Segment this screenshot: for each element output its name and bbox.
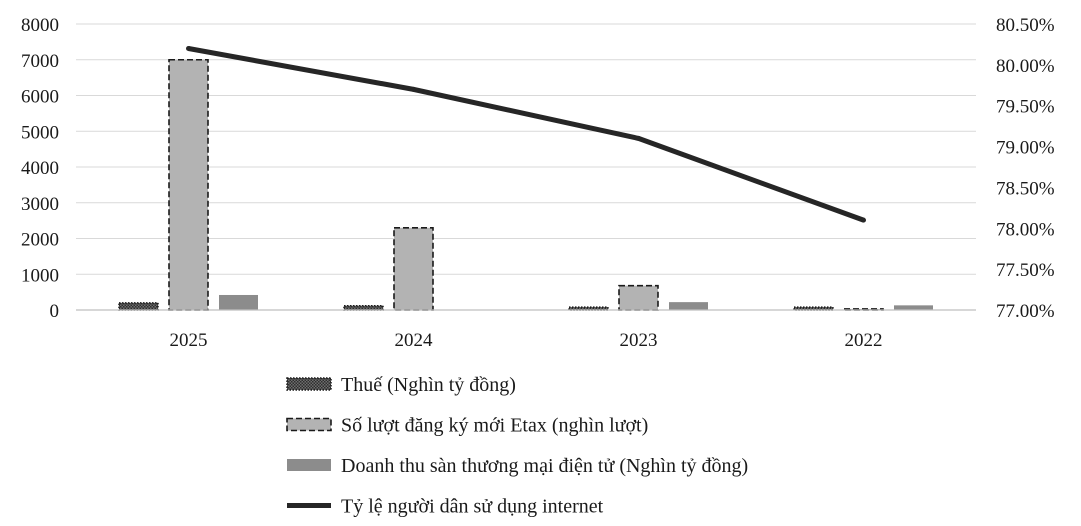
gridlines xyxy=(76,23,976,275)
right-tick-label: 80.50% xyxy=(996,15,1055,36)
legend-label: Thuế (Nghìn tỷ đồng) xyxy=(341,374,516,396)
legend-label: Tỷ lệ người dân sử dụng internet xyxy=(341,496,604,518)
internet-rate-polyline xyxy=(188,46,865,223)
category-label: 2022 xyxy=(845,330,883,351)
legend-label: Số lượt đăng ký mới Etax (nghìn lượt) xyxy=(341,415,648,437)
right-tick-label: 78.50% xyxy=(996,178,1055,199)
left-tick-label: 6000 xyxy=(21,87,59,108)
legend-label: Doanh thu sàn thương mại điện tử (Nghìn … xyxy=(341,455,748,477)
legend-swatch-dotted-dark xyxy=(286,377,332,391)
bar-dashed-light-2025 xyxy=(168,58,209,311)
legend-swatch-dashed-light xyxy=(286,417,332,432)
legend-swatch-solid-gray xyxy=(287,459,331,471)
category-label: 2025 xyxy=(170,330,208,351)
left-tick-label: 5000 xyxy=(21,122,59,143)
bars xyxy=(118,58,933,311)
left-tick-label: 3000 xyxy=(21,194,59,215)
right-axis: 77.00% 77.50% 78.00% 78.50% 79.00% 79.50% 80.0… xyxy=(996,15,1055,322)
bar-solid-gray-2022 xyxy=(894,305,933,310)
bar-solid-gray-2023 xyxy=(669,302,708,310)
bar-dotted-dark-2024 xyxy=(343,304,384,311)
left-tick-label: 2000 xyxy=(21,230,59,251)
left-tick-label: 1000 xyxy=(21,265,59,286)
legend: Thuế (Nghìn tỷ đồng) Số lượt đăng ký mới … xyxy=(286,374,748,518)
bar-solid-gray-2025 xyxy=(219,294,258,310)
line-point-2024 xyxy=(411,86,416,92)
bar-dashed-light-2024 xyxy=(393,226,434,311)
line-point-2023 xyxy=(636,135,641,141)
right-tick-label: 77.00% xyxy=(996,301,1055,322)
right-tick-label: 79.50% xyxy=(996,97,1055,118)
left-tick-label: 4000 xyxy=(21,158,59,179)
right-tick-label: 80.00% xyxy=(996,56,1055,77)
left-axis: 0 1000 2000 3000 4000 5000 6000 7000 8000 xyxy=(21,15,59,322)
left-tick-label: 0 xyxy=(50,301,60,322)
right-tick-label: 79.00% xyxy=(996,138,1055,159)
x-axis: 2025 2024 2023 2022 xyxy=(76,309,976,351)
category-label: 2024 xyxy=(395,330,434,351)
category-label: 2023 xyxy=(620,330,658,351)
left-tick-label: 7000 xyxy=(21,51,59,72)
left-tick-label: 8000 xyxy=(21,15,59,36)
right-tick-label: 77.50% xyxy=(996,260,1055,281)
right-tick-label: 78.00% xyxy=(996,219,1055,240)
line-point-2025 xyxy=(186,46,191,52)
internet-rate-line xyxy=(186,46,866,223)
bar-dashed-light-2023 xyxy=(618,284,659,311)
bar-dotted-dark-2025 xyxy=(118,302,159,311)
line-point-2022 xyxy=(861,217,866,223)
